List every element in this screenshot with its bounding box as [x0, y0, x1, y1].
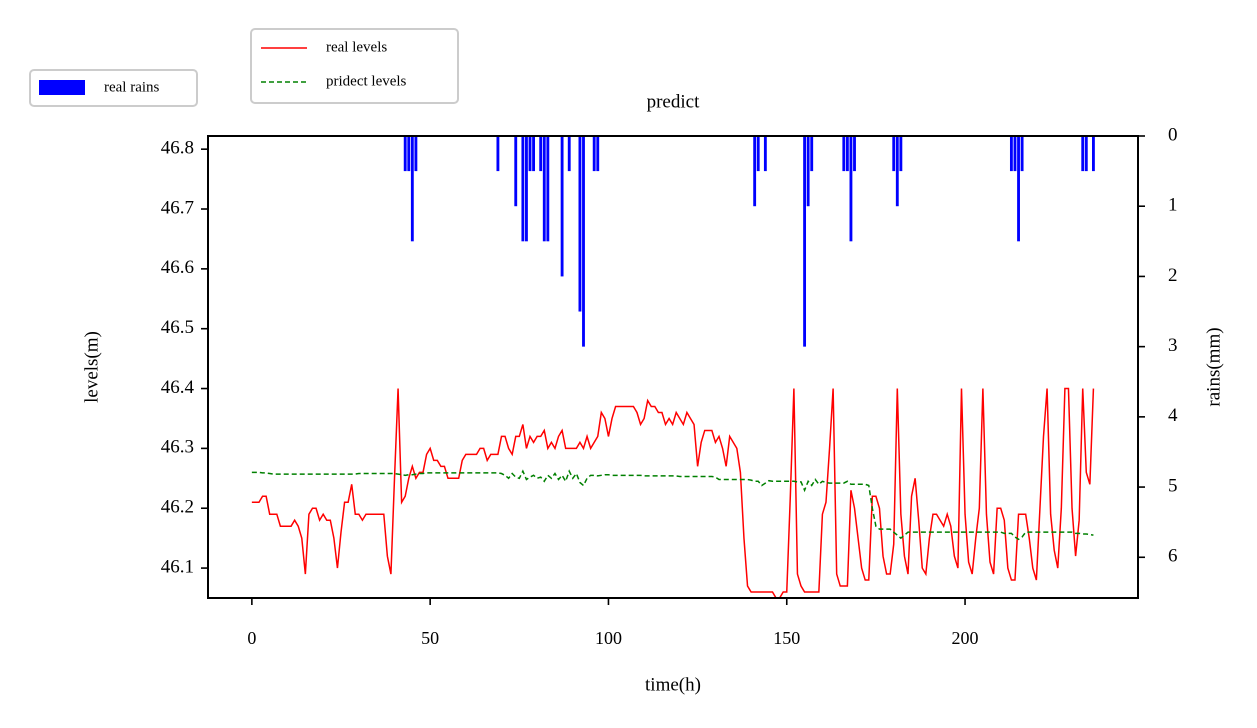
bar [756, 136, 760, 172]
bar [763, 136, 767, 172]
bar [803, 136, 807, 347]
bar [403, 136, 407, 172]
bar [1081, 136, 1085, 172]
bar [1020, 136, 1024, 172]
legend-box [29, 69, 198, 107]
legend-label: real levels [326, 39, 387, 55]
bar [842, 136, 846, 172]
y2-tick-label: 0 [1168, 124, 1178, 145]
bar [567, 136, 571, 172]
bar [810, 136, 814, 172]
y2-tick-label: 1 [1168, 195, 1178, 216]
bar [496, 136, 500, 172]
bar [539, 136, 543, 172]
bar [806, 136, 810, 207]
bar [1084, 136, 1088, 172]
bar [596, 136, 600, 172]
line [251, 387, 1095, 599]
plot-frame [207, 135, 1139, 599]
legend-label: pridect levels [326, 73, 407, 89]
bar [514, 136, 518, 207]
y-tick-label: 46.2 [161, 497, 194, 518]
bar [853, 136, 856, 172]
y-tick-label: 46.5 [161, 317, 194, 338]
bar [845, 136, 849, 172]
x-tick-label: 150 [773, 628, 800, 648]
bar [414, 136, 418, 172]
y-tick-label: 46.1 [161, 556, 194, 577]
bar [895, 136, 899, 207]
y-tick-label: 46.3 [161, 437, 194, 458]
chart-title: predict [647, 91, 700, 112]
line [251, 469, 1094, 541]
bar [892, 136, 896, 172]
bar [753, 136, 757, 207]
bar [525, 136, 528, 242]
bar [521, 136, 525, 242]
x-tick-label: 200 [952, 628, 979, 648]
y2-tick-label: 5 [1168, 475, 1178, 496]
bar [528, 136, 532, 172]
bar [542, 136, 546, 242]
bar [560, 136, 564, 277]
x-axis-label: time(h) [645, 674, 701, 695]
x-tick-label: 0 [247, 628, 256, 648]
x-tick-label: 100 [595, 628, 622, 648]
y2-tick-label: 3 [1168, 335, 1178, 356]
legend-swatch [39, 80, 85, 95]
bar [1091, 136, 1095, 172]
y-axis-label: levels(m) [81, 331, 102, 403]
bar [1013, 136, 1017, 172]
bar [407, 136, 411, 172]
y2-tick-label: 2 [1168, 265, 1178, 286]
y2-axis-label: rains(mm) [1203, 327, 1224, 406]
y-tick-label: 46.7 [161, 197, 194, 218]
y-tick-label: 46.4 [161, 377, 195, 398]
legend-label: real rains [104, 79, 160, 95]
y-tick-label: 46.8 [161, 138, 194, 159]
bar [899, 136, 903, 172]
y-tick-label: 46.6 [161, 257, 194, 278]
bar [410, 136, 414, 242]
y2-tick-label: 4 [1168, 405, 1178, 426]
bar [582, 136, 585, 347]
y2-tick-label: 6 [1168, 546, 1178, 567]
bar [578, 136, 582, 312]
bar [592, 136, 596, 172]
x-tick-label: 50 [421, 628, 439, 648]
bar [1009, 136, 1013, 172]
bar [546, 136, 550, 242]
bar [532, 136, 535, 172]
bar [849, 136, 853, 242]
bar [1017, 136, 1020, 242]
